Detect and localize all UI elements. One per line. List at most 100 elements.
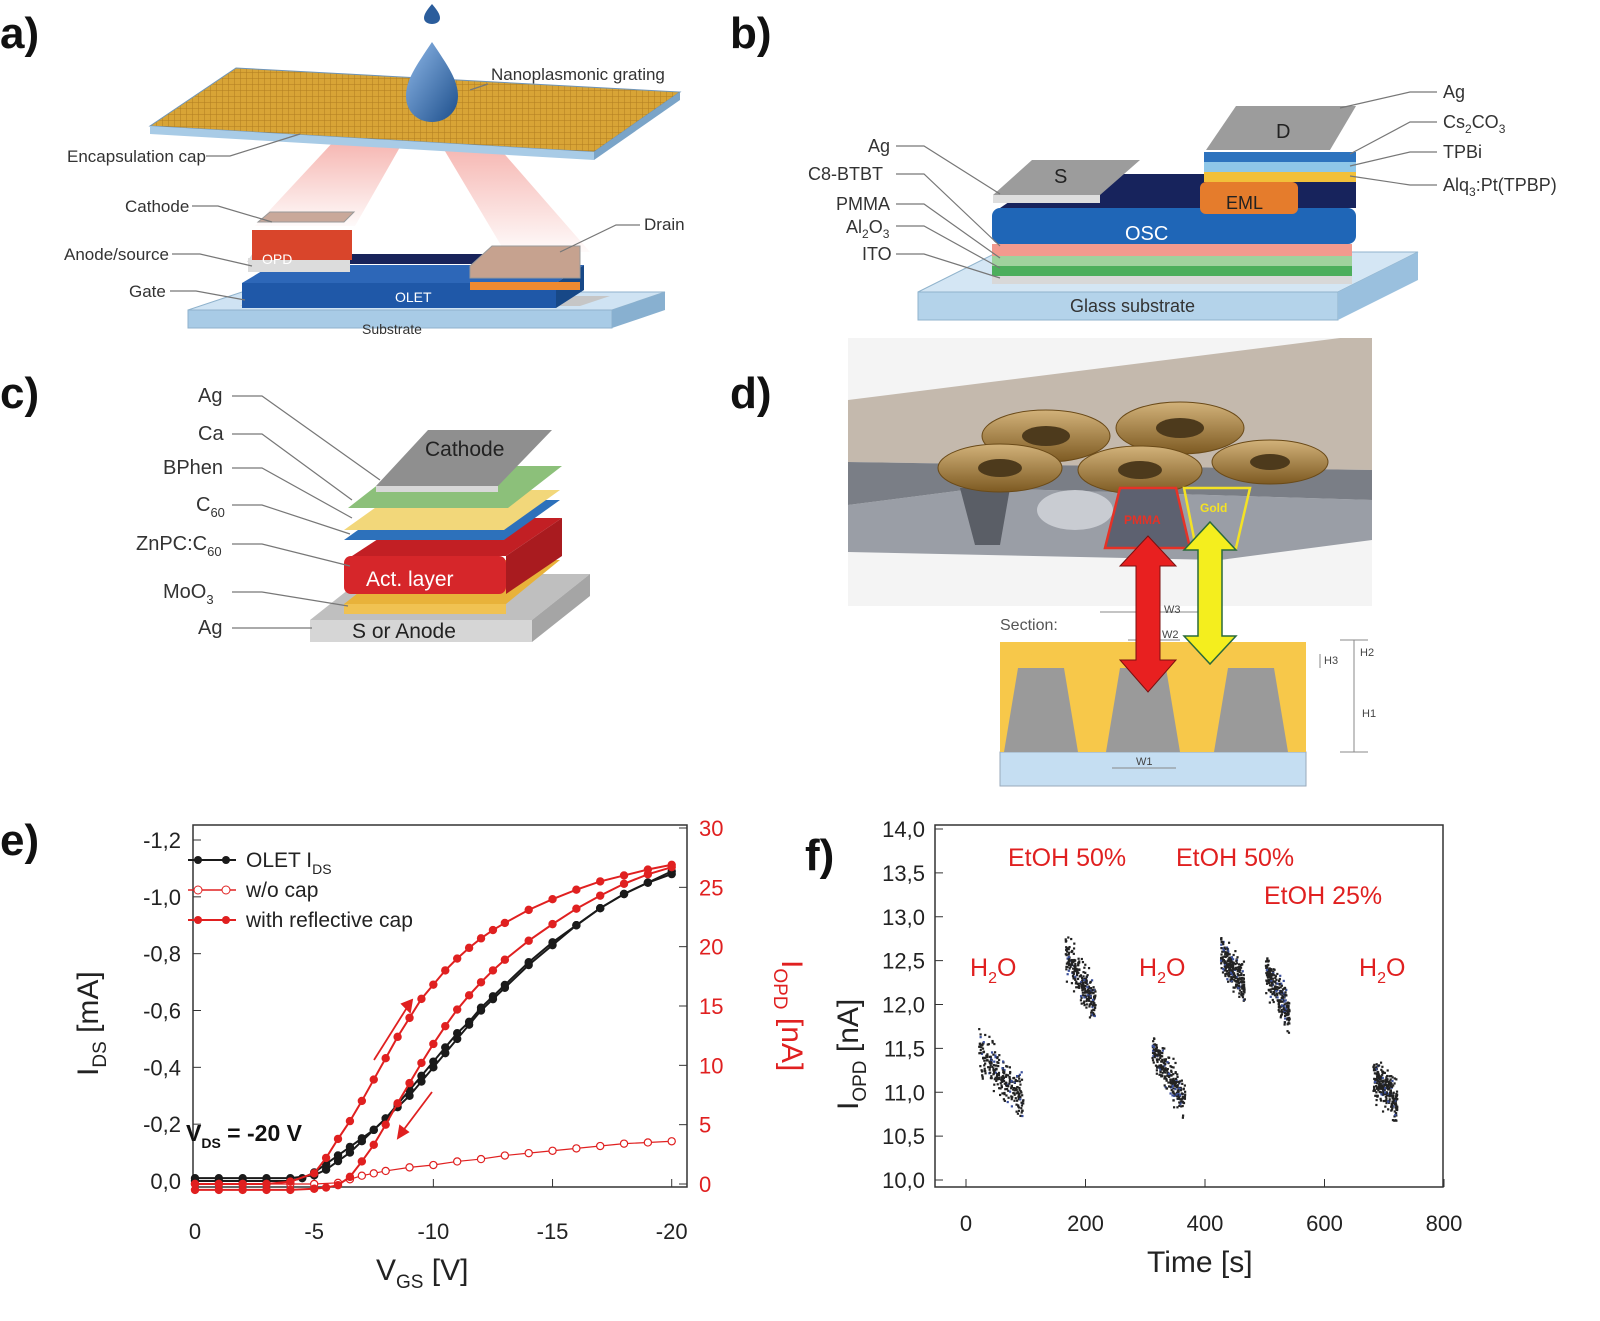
annotation-h2o-2: H2O <box>1139 954 1185 987</box>
scatter-point-c5 <box>1382 1093 1385 1096</box>
scatter-point-c3 <box>1225 964 1228 967</box>
gold-rings <box>937 401 1329 495</box>
label-gold-d: Gold <box>1200 501 1227 515</box>
scatter-point-c0 <box>998 1054 1001 1057</box>
point-cap_up <box>417 994 426 1004</box>
cs-sub2: 3 <box>1499 122 1506 136</box>
scatter-point-c0 <box>989 1071 992 1074</box>
label-nanoplasmonic-grating: Nanoplasmonic grating <box>491 65 665 84</box>
scatter-point-c1 <box>1065 950 1069 953</box>
scatter-point-c0 <box>999 1093 1002 1097</box>
scatter-point-c0 <box>1007 1096 1010 1099</box>
scatter-point-c4 <box>1272 1000 1275 1004</box>
scatter-point-c3 <box>1223 961 1226 965</box>
scatter-point-c0 <box>1014 1079 1017 1083</box>
scatter-point-c4 <box>1268 984 1272 987</box>
scatter-point-c1 <box>1090 1009 1093 1012</box>
scatter-point-c1 <box>1082 988 1085 991</box>
scatter-point-c1 <box>1065 980 1069 983</box>
scatter-point-c3 <box>1224 974 1227 978</box>
sweep-arrow-up <box>373 1005 409 1061</box>
scatter-point-c5 <box>1389 1078 1392 1081</box>
scatter-point-c2 <box>1165 1077 1168 1080</box>
point-cap_up <box>441 966 450 975</box>
ann6-end: O <box>1386 954 1405 982</box>
scatter-point-c4 <box>1276 986 1279 989</box>
scatter-point-c0 <box>1000 1079 1003 1082</box>
scatter-point-c5 <box>1375 1103 1378 1107</box>
scatter-point-c1 <box>1072 959 1075 962</box>
scatter-point-c2 <box>1160 1074 1163 1077</box>
scatter-point-c0 <box>1016 1112 1020 1115</box>
scatter-point-c4 <box>1265 992 1268 995</box>
ann1-end: O <box>997 954 1016 982</box>
chart-f: 0 200 400 600 800 10,0 10,5 11,0 11,5 12,0 12,5 13… <box>832 817 1462 1279</box>
scatter-point-c5 <box>1394 1099 1397 1102</box>
point-cap_up <box>596 877 605 886</box>
scatter-point-c0 <box>996 1076 999 1079</box>
label-w3: W3 <box>1164 604 1181 616</box>
e-y2-tick-label: 10 <box>699 1053 723 1078</box>
scatter-point-c0 <box>982 1050 986 1053</box>
scatter-point-c4 <box>1274 988 1277 991</box>
scatter-point-c2 <box>1175 1080 1178 1084</box>
scatter-point-c2 <box>1179 1093 1182 1096</box>
sweep-arrow-up-head <box>400 998 414 1014</box>
scatter-point-c2 <box>1171 1084 1175 1088</box>
chart-e-y2-ticks: 0 5 10 15 20 25 30 <box>679 816 723 1197</box>
slab-hole-left <box>960 488 1010 545</box>
scatter-point-c0 <box>984 1033 987 1037</box>
scatter-point-c3 <box>1240 972 1243 975</box>
point-cap_down <box>321 1183 331 1192</box>
scatter-point-c0 <box>994 1054 997 1057</box>
scatter-point-c5 <box>1392 1097 1396 1100</box>
scatter-point-c0 <box>1008 1090 1012 1093</box>
scatter-point-c0 <box>980 1052 984 1055</box>
scatter-point-c2 <box>1170 1070 1173 1074</box>
scatter-point-c4 <box>1271 977 1274 980</box>
point-cap_up <box>476 934 486 943</box>
scatter-point-c1 <box>1078 982 1082 985</box>
panel-c-leaders <box>232 395 381 629</box>
pmma-double-arrow <box>1118 535 1178 693</box>
scatter-point-c1 <box>1084 995 1088 998</box>
scatter-point-c3 <box>1230 960 1233 964</box>
scatter-point-c4 <box>1280 991 1283 994</box>
scatter-point-c5 <box>1381 1110 1385 1113</box>
scatter-point-c2 <box>1176 1094 1179 1098</box>
scatter-point-c0 <box>1006 1083 1009 1086</box>
scatter-point-c4 <box>1287 1012 1290 1015</box>
scatter-point-c0 <box>990 1051 994 1054</box>
scatter-point-c1 <box>1067 958 1070 961</box>
scatter-point-c3 <box>1221 959 1224 962</box>
scatter-point-c5 <box>1392 1084 1395 1087</box>
scatter-point-c5 <box>1390 1082 1393 1085</box>
scatter-point-c3 <box>1224 951 1227 954</box>
legend-label-olet: OLET IDS <box>246 849 332 877</box>
scatter-point-c1 <box>1074 967 1077 970</box>
scatter-point-c2 <box>1161 1049 1164 1052</box>
scatter-point-c4 <box>1286 1023 1289 1026</box>
scatter-point-c0 <box>986 1059 989 1062</box>
scatter-point-c4 <box>1278 991 1281 995</box>
f-x-tick-label: 400 <box>1187 1211 1224 1236</box>
scatter-point-c0 <box>980 1069 983 1072</box>
annotation-h2o-1: H2O <box>970 954 1016 987</box>
scatter-point-c1 <box>1088 1016 1092 1019</box>
scatter-point-c3 <box>1238 970 1241 974</box>
scatter-point-c0 <box>996 1056 999 1060</box>
scatter-point-c5 <box>1396 1107 1399 1110</box>
scatter-point-c5 <box>1391 1094 1394 1097</box>
e-xlabel-base: V <box>376 1254 396 1287</box>
e-x-tick-label: -10 <box>417 1219 449 1244</box>
point-cap_down <box>643 870 653 879</box>
scatter-point-c4 <box>1283 1000 1286 1003</box>
scatter-point-c1 <box>1084 991 1087 994</box>
scatter-point-c0 <box>983 1067 986 1070</box>
scatter-point-c5 <box>1389 1089 1392 1092</box>
scatter-point-c5 <box>1393 1110 1396 1113</box>
e-ylabel-unit: [mA] <box>72 971 105 1041</box>
scatter-point-c1 <box>1088 991 1091 994</box>
scatter-point-c3 <box>1232 972 1236 975</box>
point-cap_up <box>405 1013 414 1023</box>
